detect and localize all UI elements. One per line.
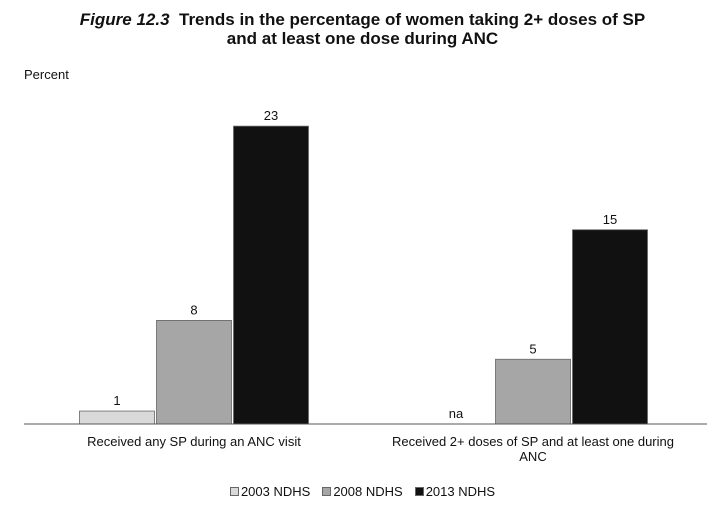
x-tick-label: Received 2+ doses of SP and at least one… (392, 434, 674, 449)
data-label: na (449, 406, 464, 421)
legend-swatch (229, 487, 239, 496)
y-axis-label: Percent (24, 67, 69, 82)
title-line-1: Trends in the percentage of women taking… (179, 10, 646, 29)
x-tick-label: Received any SP during an ANC visit (87, 434, 301, 449)
data-label: 8 (190, 302, 197, 317)
data-label: 23 (264, 108, 278, 123)
chart-title: Figure 12.3 Trends in the percentage of … (0, 10, 725, 48)
legend-label: 2008 NDHS (333, 484, 403, 499)
legend-label: 2013 NDHS (425, 484, 496, 499)
legend-swatch (414, 487, 424, 496)
bar (495, 358, 571, 425)
data-label: 5 (529, 341, 536, 356)
legend-label: 2003 NDHS (240, 484, 311, 499)
legend-item: 2013 NDHS (414, 484, 496, 499)
figure-label: Figure 12.3 (79, 10, 170, 29)
legend-swatch (322, 487, 332, 496)
legend: 2003 NDHS 2008 NDHS 2013 NDHS (0, 484, 725, 499)
data-label: 1 (113, 393, 120, 408)
legend-item: 2008 NDHS (322, 484, 403, 499)
bar (156, 319, 232, 425)
legend-item: 2003 NDHS (229, 484, 311, 499)
x-tick-label: ANC (519, 449, 546, 464)
title-line-2: and at least one dose during ANC (226, 29, 499, 48)
bar (79, 410, 155, 425)
bar-chart: 1 na 8 5 23 15 Received any SP during an ANC v… (24, 108, 707, 464)
bar (572, 229, 648, 425)
data-label: 15 (603, 212, 617, 227)
bar (233, 125, 309, 425)
